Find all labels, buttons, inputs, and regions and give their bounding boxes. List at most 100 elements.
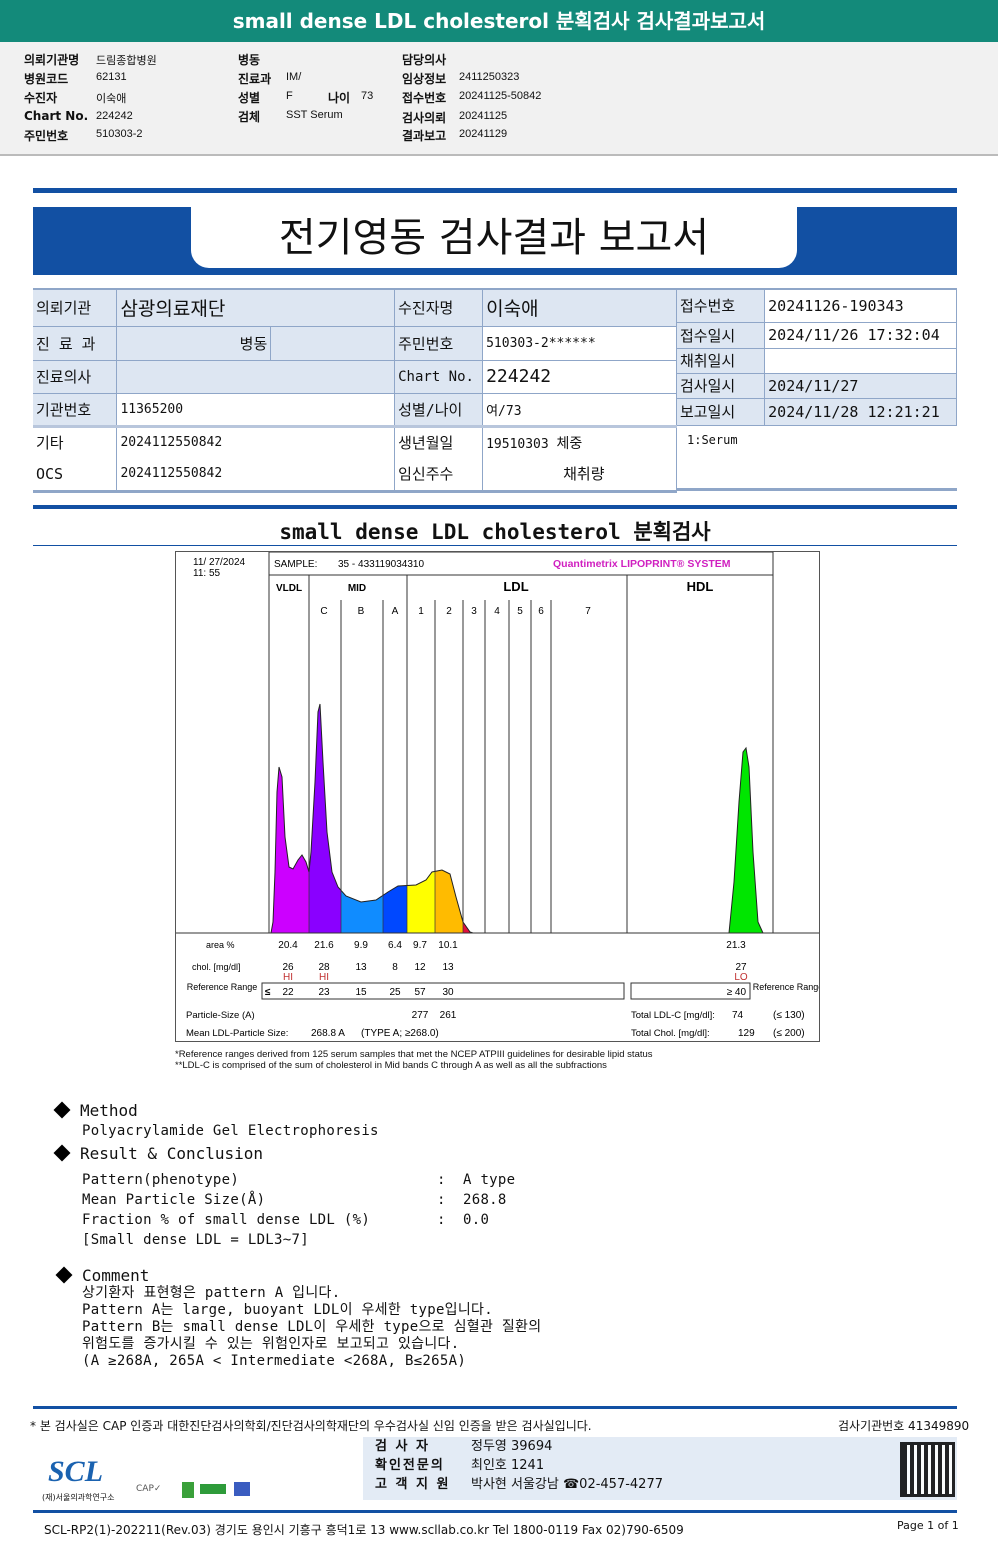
plot-frame [268,574,774,934]
date: 11/ 27/2024 [193,557,246,568]
mean-type: (TYPE A; ≥268.0) [361,1028,439,1039]
comment-text: 상기환자 표현형은 pattern A 입니다. Pattern A는 large… [82,1285,541,1370]
page-number: Page 1 of 1 [897,1519,959,1532]
subband-label: B [358,606,365,617]
section-title: small dense LDL cholesterol 분획검사 [279,520,711,544]
value: 224242 [482,360,677,394]
trace-fill-hdl [728,746,764,934]
label: 수진자명 [394,290,484,327]
header-value: 드림종합병원 [96,55,157,67]
area-value: 10.1 [438,940,458,951]
area-value: 20.4 [278,940,298,951]
result-row: Mean Particle Size(Å): 268.8 [82,1190,506,1210]
age-label: 나이 [328,91,351,105]
subband-label: A [392,606,399,617]
label: 접수번호 [677,290,766,323]
label: 병동 [116,326,272,361]
header-label: 병원코드 [24,72,69,86]
staff-row: 확인전문의 최인호 1241 [375,1456,663,1475]
value: 2024/11/27 [764,373,957,399]
result-note: [Small dense LDL = LDL3~7] [82,1232,309,1248]
chol-value: 13 [442,962,454,973]
value: 여/73 [482,393,677,427]
ref-box [261,982,625,1000]
psize-value: 261 [440,1010,457,1021]
chol-value: 26 [282,962,294,973]
footer-address: SCL-RP2(1)-202211(Rev.03) 경기도 용인시 기흥구 흥덕… [44,1523,684,1537]
chol-value: 28 [318,962,330,973]
result-heading: Result & Conclusion [53,1144,263,1163]
title-bar: small dense LDL cholesterol 분획검사 검사결과보고서 [0,0,998,42]
label: 의뢰기관 [33,290,118,327]
result-rows: Pattern(phenotype): A type Mean Particle S… [82,1170,515,1250]
staff-value: 정두영 39694 [471,1439,553,1454]
subband-label: 6 [538,606,544,617]
comment-line: 상기환자 표현형은 pattern A 입니다. [82,1285,341,1301]
header-value: 20241125 [459,110,508,122]
header-value: 62131 [96,71,127,83]
qr-code [900,1442,955,1497]
ref-label: Reference Range [187,982,258,992]
value: 19510303 [486,436,549,452]
label: 채취량 [482,458,677,492]
label: 접수일시 [677,322,766,349]
report-title: 전기영동 검사결과 보고서 [191,207,797,268]
label: 기타 [33,426,118,458]
result-label: Pattern(phenotype) [82,1172,240,1188]
staff-row: 검 사 자 정두영 39694 [375,1437,663,1456]
ref-value: 22 [282,987,294,998]
comment-line: Pattern B는 small dense LDL이 우세한 type으로 심… [82,1319,542,1335]
staff-label: 고 객 지 원 [375,1477,451,1492]
value: 2024112550842 [116,458,396,492]
label: 성별/나이 [394,393,484,427]
result-row: Fraction % of small dense LDL (%): 0.0 [82,1210,489,1230]
result-value: 0.0 [463,1212,490,1228]
chart-svg: 11/ 27/202411: 55 SAMPLE: 35 - 43311903431… [176,552,819,1039]
header-value: F [286,90,293,102]
brand-logo: Quantimetrix LIPOPRINT® SYSTEM [553,558,731,570]
total-ldl: 74 [732,1010,744,1021]
chart-label: Mean LDL-Particle Size: [186,1028,288,1039]
chart-label: Total Chol. [mg/dl]: [631,1028,710,1039]
label: 보고일시 [677,398,766,426]
value [764,348,957,374]
staff-label: 검 사 자 [375,1439,430,1454]
result-label: Mean Particle Size(Å) [82,1192,266,1208]
age-value: 73 [361,90,374,102]
header-label: 병동 [238,53,261,67]
divider [33,545,957,546]
header-label: 의뢰기관명 [24,53,80,67]
chol-value: 12 [414,962,426,973]
ref-value: ≥ 40 [727,987,747,998]
diamond-icon [55,1266,73,1284]
header-label: Chart No. [24,109,89,123]
electropherogram-chart: 11/ 27/2024 11: 55 SAMPLE: 35 - 43311903431… [175,551,820,1042]
area-value: 21.6 [314,940,334,951]
receipt-table: 접수번호 20241126-190343 접수일시 2024/11/26 17:32:… [677,290,957,426]
trace-fill-ldl-3 [463,922,473,933]
chart-label: Total LDL-C [mg/dl]: [631,1010,715,1021]
header-value: 20241129 [459,128,508,140]
receipt-row: 접수번호 20241126-190343 [677,290,957,323]
chol-value: 13 [355,962,367,973]
sample-id: 35 - 433119034310 [338,559,424,570]
diamond-icon [53,1144,71,1162]
comment-line: Pattern A는 large, buoyant LDL이 우세한 type입… [82,1302,493,1318]
label: 생년월일 [394,426,484,458]
diamond-icon [53,1101,71,1119]
receipt-row: 보고일시 2024/11/28 12:21:21 [677,398,957,426]
result-row: Pattern(phenotype): A type [82,1170,515,1190]
flag-high: HI [319,972,329,983]
area-value: 9.9 [354,940,368,951]
header-label: 진료과 [238,72,272,86]
chart-label: Particle-Size (A) [186,1010,255,1021]
ref-box-hdl [630,982,751,1000]
header-value: IM/ [286,71,302,83]
subband-label: 4 [494,606,500,617]
value: 510303-2****** [482,326,677,361]
result-value: A type [463,1172,516,1188]
trace-line [270,703,474,934]
logo-subtitle: (재)서울의과학연구소 [42,1493,115,1502]
header-label: 성별 [238,91,261,105]
time: 11: 55 [193,568,220,579]
